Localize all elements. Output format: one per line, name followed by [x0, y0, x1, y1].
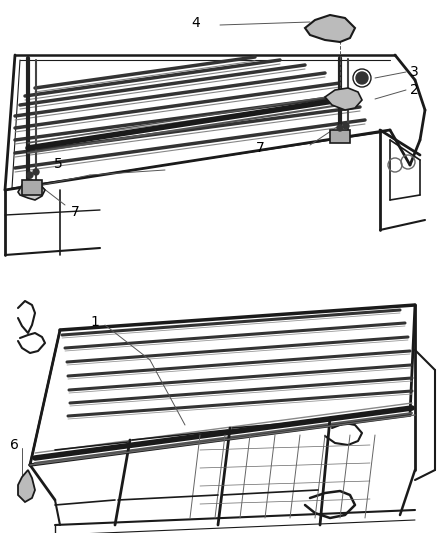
Text: 1: 1 — [90, 315, 99, 329]
Circle shape — [337, 125, 343, 131]
FancyBboxPatch shape — [330, 130, 350, 143]
Text: 6: 6 — [10, 438, 19, 452]
Polygon shape — [325, 88, 362, 110]
Text: 2: 2 — [410, 83, 419, 97]
Circle shape — [33, 169, 39, 175]
Polygon shape — [305, 15, 355, 42]
Circle shape — [343, 123, 349, 129]
Polygon shape — [18, 180, 45, 200]
Text: 7: 7 — [256, 141, 265, 155]
Circle shape — [356, 72, 368, 84]
Text: 3: 3 — [410, 65, 419, 79]
FancyBboxPatch shape — [22, 180, 42, 195]
Text: 7: 7 — [71, 205, 79, 219]
Text: 5: 5 — [53, 157, 62, 171]
Text: 4: 4 — [191, 16, 200, 30]
Polygon shape — [18, 470, 35, 502]
Circle shape — [27, 172, 33, 178]
